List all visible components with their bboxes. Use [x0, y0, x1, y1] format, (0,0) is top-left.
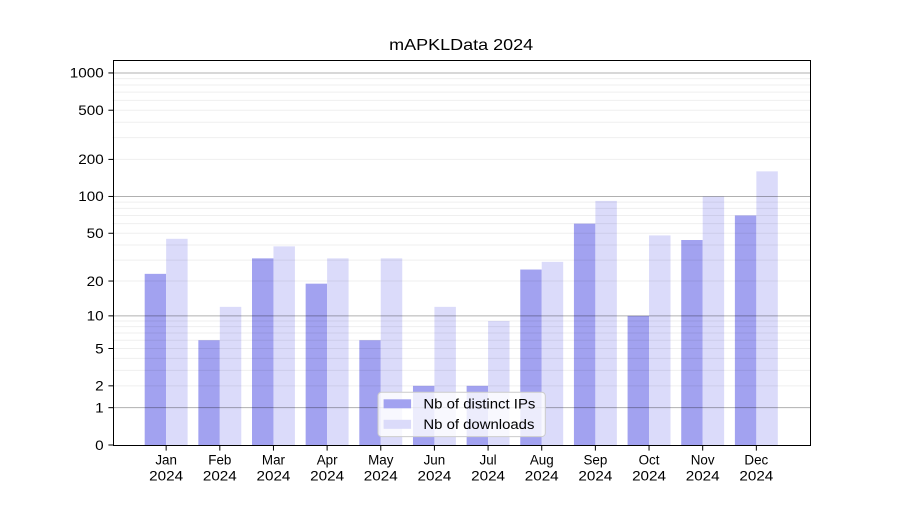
svg-text:2024: 2024 [364, 469, 399, 484]
svg-text:Nb of distinct IPs: Nb of distinct IPs [423, 396, 535, 411]
svg-text:2024: 2024 [149, 469, 184, 484]
svg-text:Jul: Jul [480, 453, 497, 468]
svg-text:Jan: Jan [155, 453, 177, 468]
svg-text:2024: 2024 [739, 469, 774, 484]
svg-text:200: 200 [78, 152, 103, 167]
svg-text:10: 10 [87, 309, 104, 324]
svg-text:2024: 2024 [310, 469, 345, 484]
svg-text:Sep: Sep [583, 453, 607, 468]
svg-text:2024: 2024 [578, 469, 613, 484]
svg-text:Apr: Apr [317, 453, 338, 468]
svg-text:Feb: Feb [208, 453, 231, 468]
svg-text:Jun: Jun [424, 453, 446, 468]
svg-text:500: 500 [78, 103, 103, 118]
svg-text:2024: 2024 [257, 469, 292, 484]
svg-text:1: 1 [95, 400, 104, 415]
svg-text:Nb of downloads: Nb of downloads [423, 417, 534, 432]
svg-text:5: 5 [95, 341, 104, 356]
svg-text:Oct: Oct [639, 453, 660, 468]
svg-text:Dec: Dec [744, 453, 768, 468]
svg-text:0: 0 [95, 438, 104, 453]
svg-text:2024: 2024 [686, 469, 721, 484]
svg-text:2024: 2024 [417, 469, 452, 484]
svg-text:2024: 2024 [632, 469, 667, 484]
svg-text:1000: 1000 [70, 66, 104, 81]
svg-text:Nov: Nov [691, 453, 715, 468]
svg-text:20: 20 [87, 274, 104, 289]
svg-text:100: 100 [78, 189, 103, 204]
svg-text:2024: 2024 [471, 469, 506, 484]
svg-text:May: May [368, 453, 394, 468]
svg-text:2024: 2024 [525, 469, 560, 484]
svg-text:Aug: Aug [530, 453, 554, 468]
svg-text:50: 50 [87, 226, 104, 241]
svg-text:2: 2 [95, 379, 104, 394]
svg-text:2024: 2024 [203, 469, 238, 484]
svg-text:mAPKLData 2024: mAPKLData 2024 [389, 37, 533, 54]
svg-text:Mar: Mar [262, 453, 286, 468]
